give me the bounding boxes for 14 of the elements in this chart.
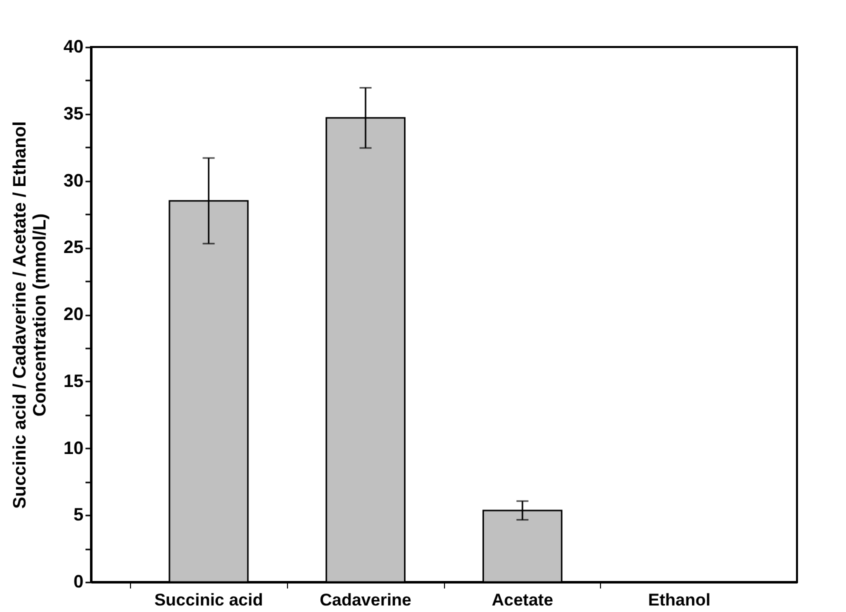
y-tick-label: 10 [63, 438, 84, 458]
x-tick-label: Acetate [492, 590, 554, 610]
x-tick-label: Cadaverine [320, 590, 412, 610]
y-axis-title: Succinic acid / Cadaverine / Acetate / Ethanol Concentration (mmol/L) [9, 121, 50, 509]
y-tick-label: 5 [73, 504, 84, 525]
x-tick-label: Ethanol [648, 590, 711, 610]
y-tick-label: 20 [63, 304, 84, 324]
y-tick-label: 0 [73, 572, 84, 592]
y-tick-label: 35 [63, 103, 84, 124]
y-tick-label: 40 [63, 36, 84, 56]
y-tick-label: 15 [63, 370, 84, 391]
y-tick-label: 30 [63, 170, 84, 190]
y-tick-label: 25 [63, 237, 84, 258]
x-tick-label: Succinic acid [154, 590, 264, 610]
